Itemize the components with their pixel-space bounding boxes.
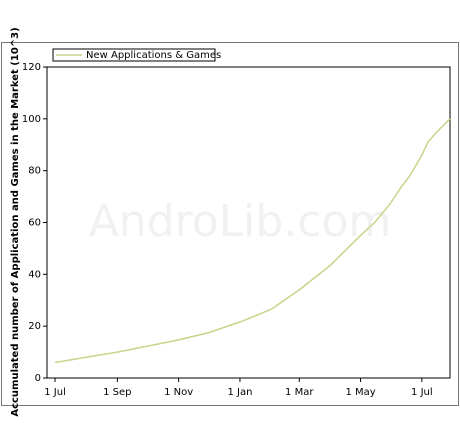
x-tick-label: 1 Mar	[285, 387, 314, 398]
x-tick-label: 1 Jul	[44, 387, 66, 398]
y-tick-label: 60	[28, 218, 41, 229]
watermark: AndroLib.com	[89, 196, 392, 247]
legend-box	[52, 48, 216, 62]
y-tick-label: 80	[28, 166, 41, 177]
x-tick-label: 1 Jul	[411, 387, 433, 398]
x-tick-label: 1 Jan	[227, 387, 252, 398]
x-tick-label: 1 Nov	[164, 387, 193, 398]
x-tick-label: 1 Sep	[103, 387, 131, 398]
y-tick-label: 120	[22, 62, 41, 73]
y-tick-label: 0	[35, 373, 41, 384]
line	[54, 118, 451, 364]
x-tick-label: 1 May	[345, 387, 375, 398]
legend-label: New Applications & Games	[86, 50, 221, 61]
y-tick-label: 20	[28, 321, 41, 332]
frame	[1, 42, 459, 406]
y-tick-label: 100	[22, 114, 41, 125]
y-tick-label: 40	[28, 269, 41, 280]
y-axis-label: Accumulated number of Application and Ga…	[10, 27, 21, 416]
